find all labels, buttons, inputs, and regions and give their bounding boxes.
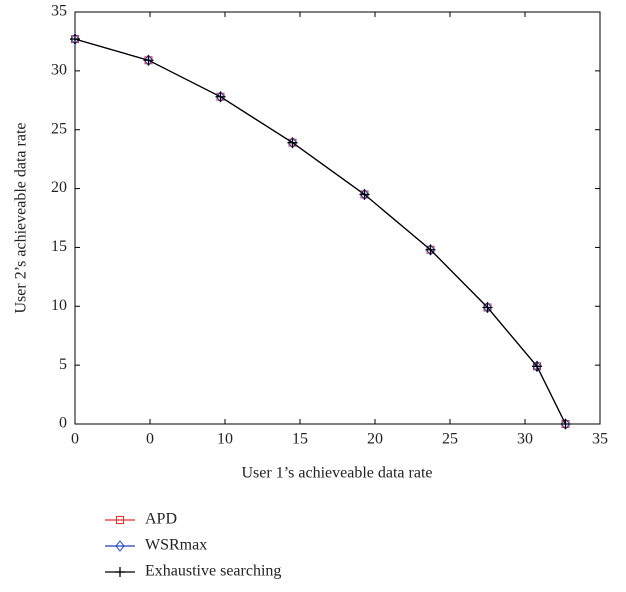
x-tick-label: 35 (592, 431, 608, 448)
y-axis-label: User 2’s achieveable data rate (13, 122, 30, 313)
y-tick-label: 5 (59, 356, 67, 373)
x-tick-label: 20 (367, 431, 383, 448)
marker-plus (215, 91, 226, 102)
x-axis-label: User 1’s achieveable data rate (241, 465, 432, 482)
series-line (74, 38, 567, 425)
legend-label: Exhaustive searching (145, 563, 281, 580)
y-tick-label: 25 (51, 120, 67, 137)
plot-frame (74, 11, 601, 425)
marker-plus (560, 419, 571, 429)
series-line (74, 38, 567, 425)
legend-label: WSRmax (145, 537, 207, 554)
marker-plus (532, 361, 542, 372)
x-tick-label: 30 (517, 431, 533, 448)
marker-diamond (70, 33, 80, 45)
x-tick-label: 10 (217, 431, 233, 448)
y-tick-label: 0 (59, 415, 67, 432)
marker-plus (143, 55, 154, 66)
marker-plus (425, 244, 436, 255)
y-tick-label: 20 (51, 179, 67, 196)
legend-label: APD (145, 511, 177, 528)
x-tick-label: 0 (71, 431, 79, 448)
y-tick-label: 10 (51, 297, 67, 314)
x-tick-label: 25 (442, 431, 458, 448)
marker-diamond (115, 540, 125, 552)
marker-plus (70, 34, 80, 45)
x-tick-label: 15 (292, 431, 308, 448)
marker-plus (359, 189, 370, 200)
y-tick-label: 15 (51, 238, 67, 255)
marker-plus (115, 567, 125, 577)
marker-plus (482, 302, 493, 313)
marker-diamond (143, 54, 154, 67)
marker-plus (287, 137, 298, 148)
marker-square (116, 516, 124, 524)
series-line (74, 38, 567, 425)
y-tick-label: 35 (51, 3, 67, 20)
x-tick-label: 0 (146, 431, 154, 448)
y-tick-label: 30 (51, 62, 67, 79)
marker-diamond (482, 301, 493, 314)
